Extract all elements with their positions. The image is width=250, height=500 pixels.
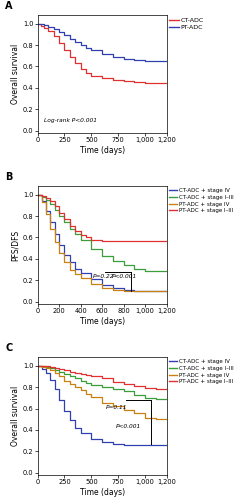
- Y-axis label: PFS/DFS: PFS/DFS: [11, 230, 20, 260]
- Text: B: B: [5, 172, 12, 182]
- Text: A: A: [5, 1, 13, 11]
- Text: P<0.001: P<0.001: [116, 424, 141, 429]
- Text: P=0.11: P=0.11: [105, 404, 127, 409]
- Text: P<0.001: P<0.001: [112, 274, 137, 278]
- Legend: CT-ADC, PT-ADC: CT-ADC, PT-ADC: [167, 15, 206, 32]
- Text: C: C: [5, 343, 12, 353]
- X-axis label: Time (days): Time (days): [80, 488, 125, 497]
- Y-axis label: Overall survival: Overall survival: [11, 386, 20, 446]
- Text: P=0.22: P=0.22: [92, 274, 114, 278]
- Legend: CT-ADC + stage IV, CT-ADC + stage I–III, PT-ADC + stage IV, PT-ADC + stage I–III: CT-ADC + stage IV, CT-ADC + stage I–III,…: [167, 357, 236, 386]
- Y-axis label: Overall survival: Overall survival: [11, 44, 20, 104]
- Legend: CT-ADC + stage IV, CT-ADC + stage I–III, PT-ADC + stage IV, PT-ADC + stage I–III: CT-ADC + stage IV, CT-ADC + stage I–III,…: [167, 186, 236, 216]
- Text: Log-rank P<0.001: Log-rank P<0.001: [44, 118, 97, 124]
- X-axis label: Time (days): Time (days): [80, 317, 125, 326]
- X-axis label: Time (days): Time (days): [80, 146, 125, 155]
